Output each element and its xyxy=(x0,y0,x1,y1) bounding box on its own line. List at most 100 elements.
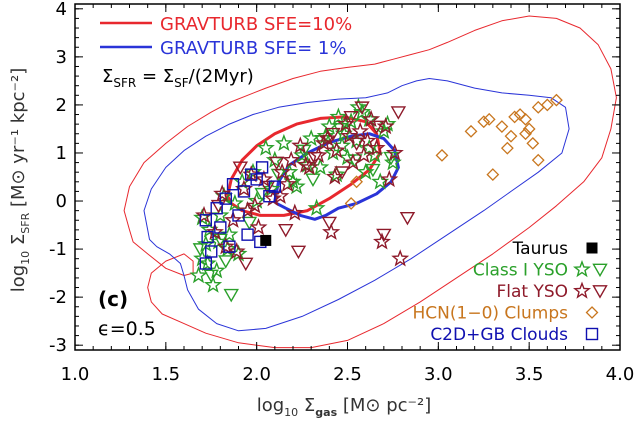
flat-yso-point xyxy=(227,242,246,260)
legend-star-marker xyxy=(573,281,591,299)
legend-marker-label: Class I YSO xyxy=(473,261,568,281)
hcn-1-0-clumps-point xyxy=(531,153,545,167)
x-tick-label: 2.0 xyxy=(242,364,271,385)
c2d-gb-clouds-point xyxy=(210,202,223,215)
flat-yso-point xyxy=(213,184,232,202)
axis-ticks: 1.0 1.5 2.0 2.5 3.0 3.5 4.0 -3 -2 -1 0 1 2 3 4 xyxy=(49,0,634,385)
contour-1 xyxy=(143,78,570,332)
flat-yso-triangles-point xyxy=(399,211,416,226)
c2d-gb-clouds-point xyxy=(219,192,232,205)
flat-yso-triangles-point xyxy=(343,111,359,125)
legend-marker-label: HCN(1−0) Clumps xyxy=(413,304,569,324)
y-tick-label: 4 xyxy=(56,0,67,20)
class-i-yso-point xyxy=(220,225,239,243)
legend-line-label: GRAVTURB SFE= 1% xyxy=(160,38,346,59)
flat-yso-point xyxy=(254,169,274,188)
c2d-gb-clouds-point xyxy=(250,173,263,186)
line-legend: GRAVTURB SFE=10% GRAVTURB SFE= 1% xyxy=(100,14,352,59)
hcn-1-0-clumps-point xyxy=(504,129,518,143)
hcn-1-0-clumps-point xyxy=(464,124,478,138)
class-i-yso-triangles-point xyxy=(305,173,321,187)
flat-yso-triangles-point xyxy=(232,161,249,175)
c2d-gb-clouds-point xyxy=(226,178,240,191)
class-i-yso-point xyxy=(256,138,275,156)
class-i-yso-triangles-point xyxy=(241,216,258,231)
y-tick-label: 3 xyxy=(56,47,67,68)
y-tick-label: -2 xyxy=(49,287,67,308)
flat-yso-point xyxy=(380,169,399,188)
hcn-1-0-clumps-point xyxy=(519,127,532,141)
hcn-1-0-clumps-point xyxy=(350,175,364,189)
hcn-1-0-clumps-point xyxy=(486,168,500,182)
hcn-1-0-clumps-point xyxy=(477,115,491,129)
class-i-yso-triangles-point xyxy=(365,163,381,178)
flat-yso-triangles-point xyxy=(390,106,407,120)
contour-3 xyxy=(273,132,400,221)
legend-marker-label: Flat YSO xyxy=(496,282,568,302)
y-tick-label: -3 xyxy=(49,335,67,356)
c2d-gb-clouds-point xyxy=(223,240,236,253)
hcn-1-0-clumps-point xyxy=(500,141,514,155)
hcn-1-0-clumps-point xyxy=(522,122,536,136)
epsilon-label: ϵ=0.5 xyxy=(98,318,156,340)
class-i-yso-point xyxy=(383,153,402,171)
y-tick-label: -1 xyxy=(49,239,67,260)
flat-yso-triangles-point xyxy=(321,216,338,231)
class-i-yso-point xyxy=(244,162,263,180)
c2d-gb-clouds-point xyxy=(268,180,282,193)
legend-triangle-marker xyxy=(592,285,608,299)
hcn-1-0-clumps-point xyxy=(344,197,358,210)
class-i-yso-triangles-point xyxy=(254,187,270,202)
x-tick-label: 1.5 xyxy=(152,364,181,385)
legend-marker xyxy=(585,306,599,319)
flat-yso-point xyxy=(327,141,346,159)
class-i-yso-point xyxy=(198,253,217,272)
taurus-point xyxy=(260,234,272,246)
flat-yso-point xyxy=(373,232,391,250)
flat-yso-point xyxy=(285,203,304,221)
formula-label: ΣSFR = ΣSF/(2Myr) xyxy=(102,66,254,90)
legend-line-label: GRAVTURB SFE=10% xyxy=(160,14,352,35)
class-i-yso-point xyxy=(211,205,230,224)
flat-yso-point xyxy=(318,129,337,147)
y-tick-label: 0 xyxy=(56,191,67,212)
class-i-yso-point xyxy=(356,162,375,180)
flat-yso-point xyxy=(216,237,235,255)
flat-yso-triangles-point xyxy=(307,151,323,166)
class-i-yso-point xyxy=(293,145,312,164)
flat-yso-point xyxy=(282,150,301,168)
flat-yso-point xyxy=(291,136,310,154)
class-i-yso-triangles-point xyxy=(192,243,209,257)
c2d-gb-clouds-point xyxy=(255,161,269,174)
c2d-gb-clouds-point xyxy=(205,245,218,258)
class-i-yso-point xyxy=(327,165,346,183)
class-i-yso-triangles-point xyxy=(223,288,239,303)
flat-yso-point xyxy=(238,201,257,219)
legend-marker xyxy=(585,327,599,341)
flat-yso-point xyxy=(278,174,297,192)
y-tick-label: 2 xyxy=(56,95,67,116)
panel-label: (c) xyxy=(98,287,128,311)
x-axis-label: log10 Σgas [M⊙ pc⁻²] xyxy=(257,395,432,419)
hcn-1-0-clumps-point xyxy=(435,148,449,162)
hcn-1-0-clumps-point xyxy=(495,120,509,133)
class-i-yso-triangles-point xyxy=(212,233,229,248)
flat-yso-triangles-point xyxy=(348,137,365,151)
flat-yso-point xyxy=(376,116,395,135)
class-i-yso-point xyxy=(225,193,244,212)
contour-2 xyxy=(226,115,382,217)
legend-marker-label: C2D+GB Clouds xyxy=(430,325,568,345)
flat-yso-point xyxy=(296,155,315,173)
y-tick-label: 1 xyxy=(56,143,67,164)
c2d-gb-clouds-point xyxy=(199,214,213,227)
class-i-yso-point xyxy=(342,112,361,130)
c2d-gb-clouds-point xyxy=(214,221,227,234)
hcn-1-0-clumps-point xyxy=(508,110,522,124)
flat-yso-point xyxy=(340,126,359,144)
points-layer xyxy=(189,93,563,303)
flat-yso-triangles-point xyxy=(334,166,350,180)
flat-yso-point xyxy=(351,121,370,140)
class-i-yso-triangles-point xyxy=(203,269,219,284)
flat-yso-triangles-point xyxy=(268,156,285,171)
flat-yso-point xyxy=(385,143,404,161)
